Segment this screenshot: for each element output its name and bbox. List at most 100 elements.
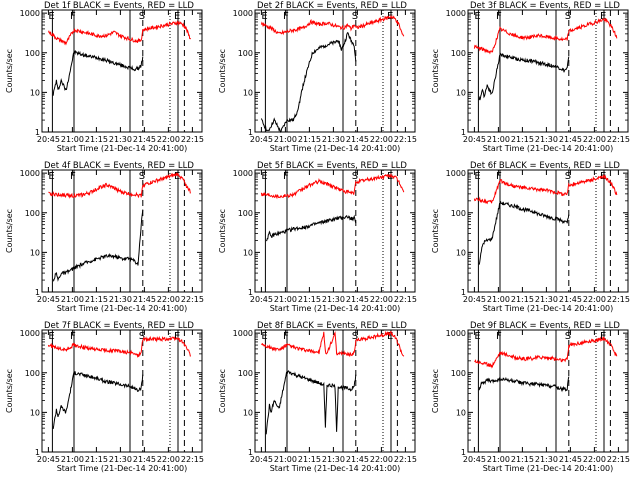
x-tick-label: 22:00	[157, 455, 180, 464]
x-tick-label: 22:15	[181, 295, 204, 304]
detector-panel-5: Det 5f BLACK = Events, RED = LLD 1 10 100 10…	[218, 161, 417, 313]
marker-label: S	[139, 171, 145, 182]
x-tick-label: 22:15	[607, 295, 630, 304]
y-axis-label: Counts/sec	[5, 369, 14, 413]
panel-title: Det 5f BLACK = Events, RED = LLD	[257, 161, 407, 171]
y-tick-label: 1000	[446, 329, 466, 338]
x-tick-label: 21:45	[133, 135, 156, 144]
marker-label: E	[174, 331, 180, 342]
y-tick-label: 1	[461, 288, 466, 297]
series-line-lld	[47, 20, 192, 46]
x-tick-label: 21:15	[85, 135, 108, 144]
marker-label: S	[139, 331, 145, 342]
x-tick-label: 21:15	[511, 135, 534, 144]
y-tick-label: 1000	[233, 329, 253, 338]
x-tick-label: 22:00	[157, 135, 180, 144]
marker-label: E	[474, 171, 480, 182]
marker-label: S	[565, 331, 571, 342]
x-axis-label: Start Time (21-Dec-14 20:41:00)	[57, 144, 188, 153]
x-tick-label: 21:15	[298, 135, 321, 144]
panel-title: Det 9f BLACK = Events, RED = LLD	[470, 321, 620, 331]
y-axis-label: Counts/sec	[5, 209, 14, 253]
y-axis-label: Counts/sec	[431, 49, 440, 93]
x-tick-label: 22:00	[583, 295, 606, 304]
plot-frame	[41, 9, 203, 133]
x-tick-label: 22:15	[607, 135, 630, 144]
plot-frame	[41, 169, 203, 293]
plot-frame	[41, 329, 203, 453]
series-line-lld	[261, 330, 405, 358]
x-tick-label: 21:30	[535, 455, 558, 464]
series-line-events	[478, 376, 570, 393]
panel-title: Det 8f BLACK = Events, RED = LLD	[257, 321, 407, 331]
panel-title: Det 6f BLACK = Events, RED = LLD	[470, 161, 620, 171]
x-tick-label: 22:00	[370, 455, 393, 464]
marker-label: F	[70, 331, 76, 342]
plot-frame	[467, 169, 629, 293]
marker-label: S	[352, 171, 358, 182]
y-tick-label: 1000	[20, 9, 40, 18]
y-axis-label: Counts/sec	[218, 369, 227, 413]
x-tick-label: 22:15	[181, 135, 204, 144]
x-tick-label: 22:15	[181, 455, 204, 464]
x-tick-label: 22:00	[370, 135, 393, 144]
plot-frame	[254, 329, 416, 453]
panel-title: Det 3f BLACK = Events, RED = LLD	[470, 1, 620, 11]
x-tick-label: 22:15	[607, 455, 630, 464]
marker-label: S	[352, 11, 358, 22]
x-axis-label: Start Time (21-Dec-14 20:41:00)	[270, 464, 401, 473]
series-line-events	[478, 52, 570, 101]
series-line-lld	[474, 336, 618, 369]
series-line-events	[478, 201, 570, 265]
x-tick-label: 20:45	[250, 295, 273, 304]
x-tick-label: 20:45	[250, 455, 273, 464]
series-line-events	[265, 370, 357, 435]
series-line-lld	[473, 17, 618, 55]
series-line-lld	[473, 174, 618, 205]
x-tick-label: 21:00	[274, 455, 297, 464]
x-axis-label: Start Time (21-Dec-14 20:41:00)	[270, 304, 401, 313]
series-line-events	[52, 49, 144, 96]
x-tick-label: 20:45	[37, 295, 60, 304]
panel-title: Det 4f BLACK = Events, RED = LLD	[44, 161, 194, 171]
detector-panel-2: Det 2f BLACK = Events, RED = LLD 1 10 100 10…	[218, 1, 417, 153]
y-axis-label: Counts/sec	[218, 209, 227, 253]
series-line-events	[260, 31, 357, 134]
y-tick-label: 1000	[233, 169, 253, 178]
marker-label: F	[496, 331, 502, 342]
x-tick-label: 21:45	[346, 135, 369, 144]
x-tick-label: 21:45	[559, 455, 582, 464]
y-tick-label: 1000	[446, 9, 466, 18]
series-line-events	[52, 209, 144, 282]
detector-panel-3: Det 3f BLACK = Events, RED = LLD 1 10 100 10…	[431, 1, 630, 153]
x-tick-label: 20:45	[463, 295, 486, 304]
marker-label: E	[261, 11, 267, 22]
y-tick-label: 10	[243, 248, 253, 257]
x-tick-label: 21:45	[133, 295, 156, 304]
x-tick-label: 21:00	[61, 135, 84, 144]
x-tick-label: 21:00	[61, 295, 84, 304]
x-tick-label: 21:15	[85, 295, 108, 304]
marker-label: F	[70, 171, 76, 182]
y-tick-label: 1	[248, 128, 253, 137]
marker-label: S	[565, 171, 571, 182]
y-axis-label: Counts/sec	[5, 49, 14, 93]
y-tick-label: 1	[248, 288, 253, 297]
y-tick-label: 100	[25, 209, 40, 218]
marker-label: E	[387, 11, 393, 22]
detector-panel-6: Det 6f BLACK = Events, RED = LLD 1 10 100 10…	[431, 161, 630, 313]
marker-label: F	[283, 11, 289, 22]
y-tick-label: 100	[451, 209, 466, 218]
x-tick-label: 22:00	[370, 295, 393, 304]
y-tick-label: 1000	[446, 169, 466, 178]
x-tick-label: 21:00	[487, 135, 510, 144]
marker-label: E	[600, 11, 606, 22]
marker-label: F	[70, 11, 76, 22]
y-tick-label: 1000	[20, 329, 40, 338]
y-tick-label: 10	[243, 408, 253, 417]
x-tick-label: 22:00	[157, 295, 180, 304]
marker-label: E	[387, 331, 393, 342]
y-tick-label: 1	[35, 288, 40, 297]
series-line-lld	[48, 172, 191, 199]
y-tick-label: 100	[238, 209, 253, 218]
